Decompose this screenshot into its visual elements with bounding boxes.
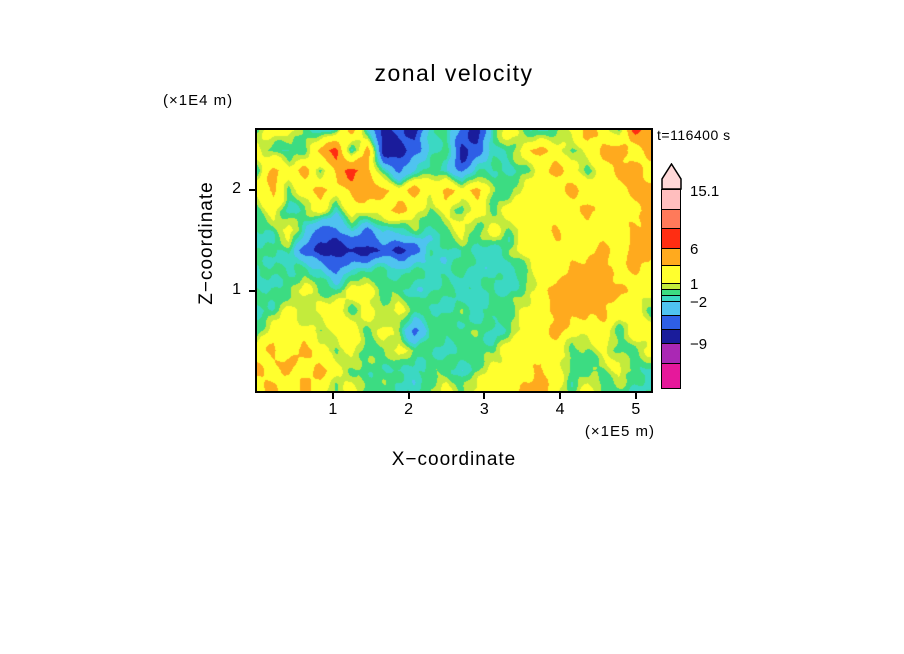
x-axis-units: (×1E5 m) <box>584 423 655 440</box>
colorbar: 15.1 6 1 −2 −9 <box>661 163 731 408</box>
colorbar-segment <box>662 363 680 388</box>
time-label: t=116400 s <box>657 127 731 143</box>
heatmap-field <box>257 130 651 391</box>
x-tick <box>331 393 334 399</box>
y-tick-label: 2 <box>232 180 241 198</box>
y-axis-units: (×1E4 m) <box>163 92 234 109</box>
plot-frame <box>255 128 653 393</box>
x-tick-label: 5 <box>631 401 641 418</box>
x-tick <box>407 393 410 399</box>
x-tick-label: 2 <box>404 401 413 418</box>
colorbar-segment <box>662 283 680 289</box>
x-tick <box>634 393 637 399</box>
colorbar-segment <box>662 301 680 315</box>
colorbar-tick-label: 15.1 <box>690 182 720 200</box>
chart-title: zonal velocity <box>374 60 534 86</box>
x-axis-label: X−coordinate <box>391 449 517 470</box>
y-tick <box>249 289 255 292</box>
x-tick-label: 4 <box>555 401 565 418</box>
colorbar-arrow-icon <box>661 163 682 190</box>
colorbar-segment <box>662 248 680 265</box>
y-tick-label: 1 <box>232 280 241 298</box>
y-axis-label: Z−coordinate <box>196 181 217 305</box>
colorbar-segment <box>662 329 680 343</box>
x-tick-label: 3 <box>479 401 489 418</box>
colorbar-segment <box>662 343 680 363</box>
x-tick <box>483 393 486 399</box>
colorbar-segment <box>662 209 680 228</box>
x-tick <box>559 393 562 399</box>
colorbar-tick-label: 6 <box>690 240 699 258</box>
colorbar-segment <box>662 289 680 295</box>
colorbar-tick-label: −9 <box>690 335 708 353</box>
colorbar-segment <box>662 190 680 209</box>
colorbar-bar <box>661 189 681 389</box>
colorbar-tick-label: −2 <box>690 293 708 311</box>
y-tick <box>249 189 255 192</box>
colorbar-segment <box>662 315 680 329</box>
colorbar-segment <box>662 228 680 248</box>
colorbar-segment <box>662 265 680 283</box>
colorbar-tick-label: 1 <box>690 275 699 293</box>
colorbar-segment <box>662 295 680 301</box>
x-tick-label: 1 <box>328 401 338 418</box>
